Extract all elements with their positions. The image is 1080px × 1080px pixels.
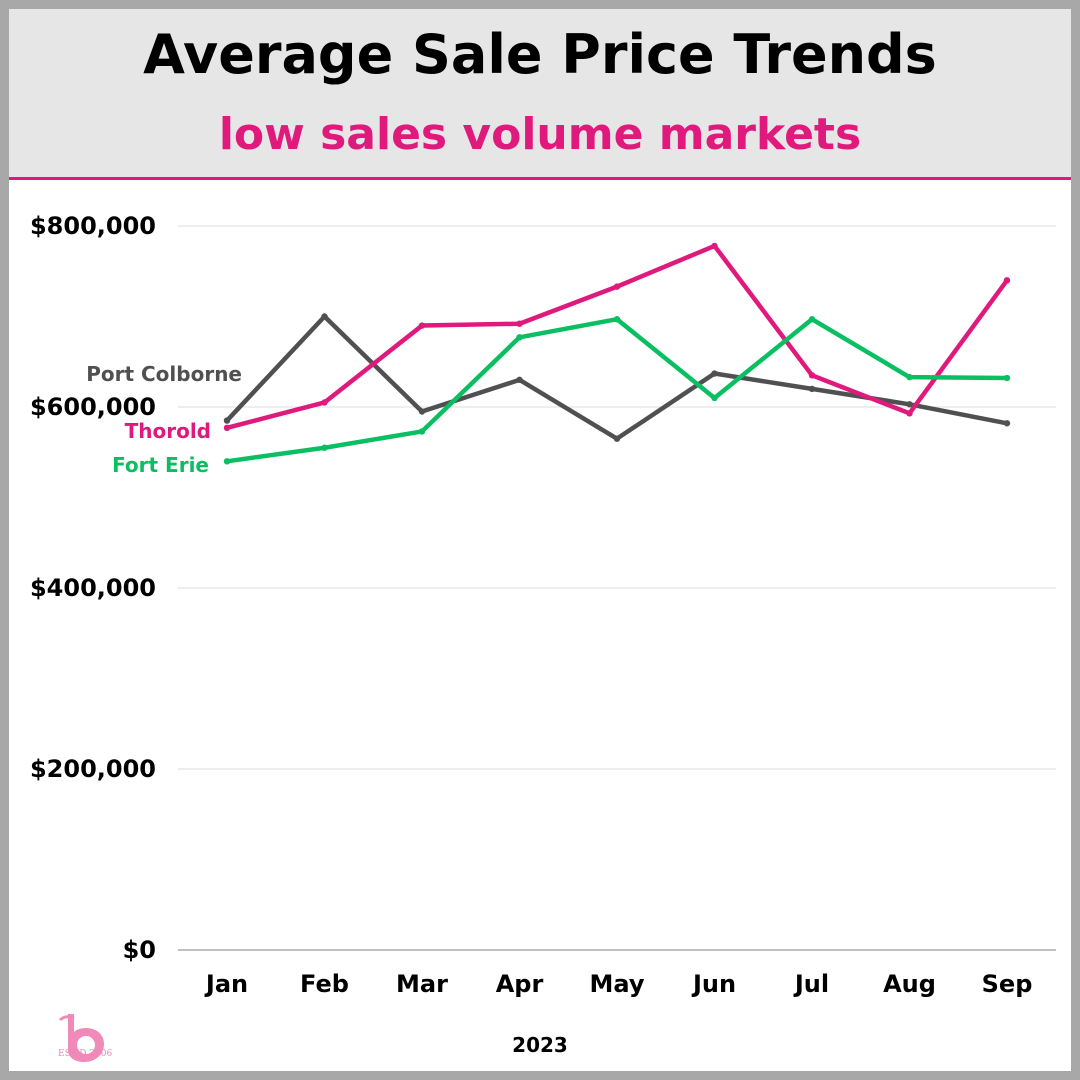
y-tick-label: $600,000 xyxy=(30,393,156,421)
x-tick-label: Jul xyxy=(793,970,829,998)
data-point-port-colborne xyxy=(516,376,523,384)
data-point-port-colborne xyxy=(711,370,718,377)
x-tick-label: May xyxy=(590,970,645,998)
data-point-thorold xyxy=(321,399,328,406)
chart-subtitle: low sales volume markets xyxy=(218,109,862,160)
data-point-fort-erie xyxy=(418,428,426,435)
data-point-fort-erie xyxy=(223,458,231,465)
y-tick-label: $400,000 xyxy=(30,574,156,602)
data-point-fort-erie xyxy=(1003,374,1011,382)
data-point-thorold xyxy=(613,283,621,290)
y-tick-label: $200,000 xyxy=(30,755,156,783)
x-axis-label: 2023 xyxy=(512,1033,568,1057)
data-point-fort-erie xyxy=(808,316,816,323)
data-point-fort-erie xyxy=(321,444,328,451)
data-point-thorold xyxy=(808,372,816,379)
logo-text: EST'D 2006 xyxy=(58,1049,113,1059)
data-point-fort-erie xyxy=(906,373,913,381)
data-point-fort-erie xyxy=(711,394,718,402)
x-tick-label: Jun xyxy=(691,970,736,998)
x-tick-label: Apr xyxy=(496,970,544,998)
data-point-port-colborne xyxy=(906,401,913,408)
data-point-fort-erie xyxy=(516,334,523,341)
series-label-port-colborne: Port Colborne xyxy=(86,362,242,386)
chart-title: Average Sale Price Trends xyxy=(143,23,937,86)
series-label-fort-erie: Fort Erie xyxy=(112,453,209,477)
header-banner: Average Sale Price Trends low sales volu… xyxy=(9,9,1071,180)
data-point-thorold xyxy=(1003,277,1011,284)
data-point-thorold xyxy=(906,410,913,417)
x-tick-label: Mar xyxy=(396,970,448,998)
y-tick-label: $0 xyxy=(123,936,156,964)
series-label-thorold: Thorold xyxy=(125,419,211,443)
data-point-port-colborne xyxy=(1003,420,1011,427)
data-point-port-colborne xyxy=(808,385,816,393)
brand-logo-icon xyxy=(58,1014,104,1062)
data-point-port-colborne xyxy=(223,417,231,424)
y-tick-label: $800,000 xyxy=(30,212,156,240)
data-point-fort-erie xyxy=(613,316,621,323)
data-point-thorold xyxy=(418,322,426,329)
series-line-port-colborne xyxy=(224,314,1010,441)
data-point-thorold xyxy=(516,320,523,327)
data-point-thorold xyxy=(711,242,718,250)
x-tick-label: Jan xyxy=(204,970,248,998)
data-point-thorold xyxy=(223,424,231,432)
data-point-port-colborne xyxy=(321,313,328,320)
x-tick-label: Sep xyxy=(982,970,1033,998)
data-point-port-colborne xyxy=(418,408,426,415)
data-point-port-colborne xyxy=(613,435,621,442)
x-tick-label: Aug xyxy=(883,970,936,998)
x-tick-label: Feb xyxy=(300,970,349,998)
